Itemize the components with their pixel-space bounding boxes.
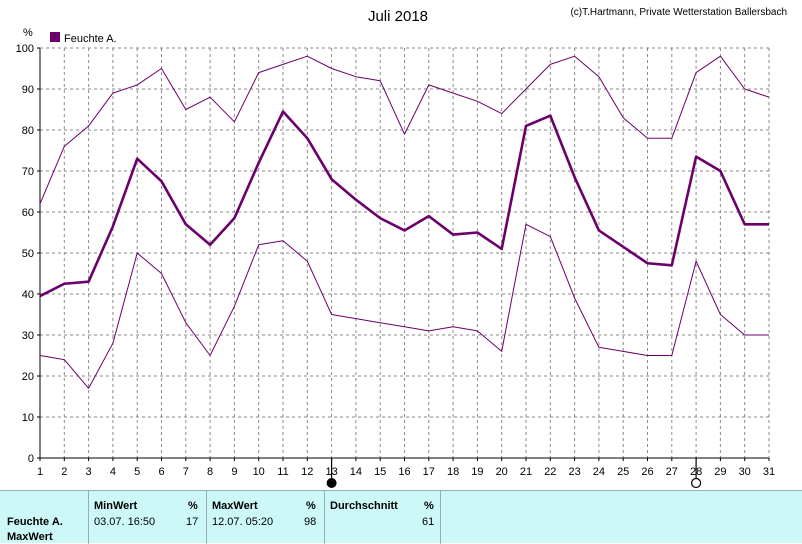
- y-tick-label: 70: [22, 166, 34, 178]
- separator: [324, 491, 325, 544]
- x-tick-label: 15: [374, 466, 386, 478]
- humidity-chart: Juli 2018 (c)T.Hartmann, Private Wetters…: [16, 7, 787, 489]
- credit-text: (c)T.Hartmann, Private Wetterstation Bal…: [570, 7, 787, 18]
- max-header: MaxWert: [212, 500, 258, 512]
- legend-swatch: [50, 32, 60, 42]
- grid: [40, 47, 769, 458]
- x-tick-label: 14: [350, 466, 362, 478]
- x-tick-label: 23: [568, 466, 580, 478]
- x-tick-label: 26: [641, 466, 653, 478]
- x-tick-label: 29: [714, 466, 726, 478]
- y-unit-label: %: [23, 27, 33, 39]
- x-tick-label: 12: [301, 466, 313, 478]
- y-tick-label: 20: [22, 371, 34, 383]
- x-tick-label: 1: [37, 466, 43, 478]
- x-tick-label: 24: [593, 466, 605, 478]
- x-tick-label: 3: [86, 466, 92, 478]
- y-tick-label: 100: [16, 43, 34, 55]
- moon-markers: [326, 458, 702, 489]
- series: [39, 55, 770, 389]
- x-tick-label: 8: [207, 466, 213, 478]
- min-value: 17: [186, 516, 199, 528]
- x-tick-label: 27: [666, 466, 678, 478]
- x-tick-label: 30: [739, 466, 751, 478]
- y-tick-label: 30: [22, 330, 34, 342]
- x-tick-label: 21: [520, 466, 532, 478]
- x-tick-label: 10: [253, 466, 265, 478]
- x-tick-label: 5: [134, 466, 140, 478]
- avg-header: Durchschnitt: [330, 500, 398, 512]
- x-tick-label: 4: [110, 466, 116, 478]
- series-line-average: [39, 110, 769, 298]
- y-tick-label: 80: [22, 125, 34, 137]
- row-label: Feuchte A.: [7, 516, 63, 528]
- x-tick-label: 16: [398, 466, 410, 478]
- x-tick-label: 7: [183, 466, 189, 478]
- max-datetime: 12.07. 05:20: [212, 516, 274, 528]
- x-tick-label: 31: [763, 466, 775, 478]
- row-label-2: MaxWert: [7, 531, 53, 543]
- new-moon-icon: [326, 478, 337, 488]
- stats-panel: MinWert % MaxWert % Durchschnitt % Feuch…: [0, 490, 802, 544]
- series-line-min: [39, 223, 769, 389]
- min-datetime: 03.07. 16:50: [94, 516, 156, 528]
- separator: [88, 491, 89, 544]
- x-tick-label: 17: [423, 466, 435, 478]
- y-tick-label: 10: [22, 412, 34, 424]
- x-tick-label: 11: [277, 466, 288, 478]
- avg-value: 61: [422, 516, 435, 528]
- y-tick-label: 90: [22, 84, 34, 96]
- y-tick-label: 40: [22, 289, 34, 301]
- x-tick-label: 2: [61, 466, 67, 478]
- min-header: MinWert: [94, 500, 138, 512]
- x-tick-label: 22: [544, 466, 556, 478]
- avg-unit: %: [424, 500, 434, 512]
- x-tick-label: 19: [471, 466, 483, 478]
- max-unit: %: [306, 500, 316, 512]
- series-line-max: [39, 55, 770, 204]
- x-tick-label: 9: [231, 466, 237, 478]
- separator: [206, 491, 207, 544]
- min-unit: %: [188, 500, 198, 512]
- y-tick-label: 0: [28, 453, 34, 465]
- x-tick-label: 25: [617, 466, 629, 478]
- chart-title: Juli 2018: [368, 8, 428, 25]
- legend-label: Feuchte A.: [64, 33, 117, 45]
- axes: 1 2 3 4 5 6 7 8 9 10 11 12 13 14 15 16 17 18 19 20 21 22 23 24 2…: [16, 43, 775, 478]
- full-moon-icon: [690, 477, 702, 489]
- x-tick-label: 20: [496, 466, 508, 478]
- max-value: 98: [304, 516, 317, 528]
- y-tick-label: 50: [22, 248, 34, 260]
- separator: [440, 491, 441, 544]
- x-tick-label: 6: [158, 466, 164, 478]
- y-tick-label: 60: [22, 207, 34, 219]
- x-tick-label: 18: [447, 466, 459, 478]
